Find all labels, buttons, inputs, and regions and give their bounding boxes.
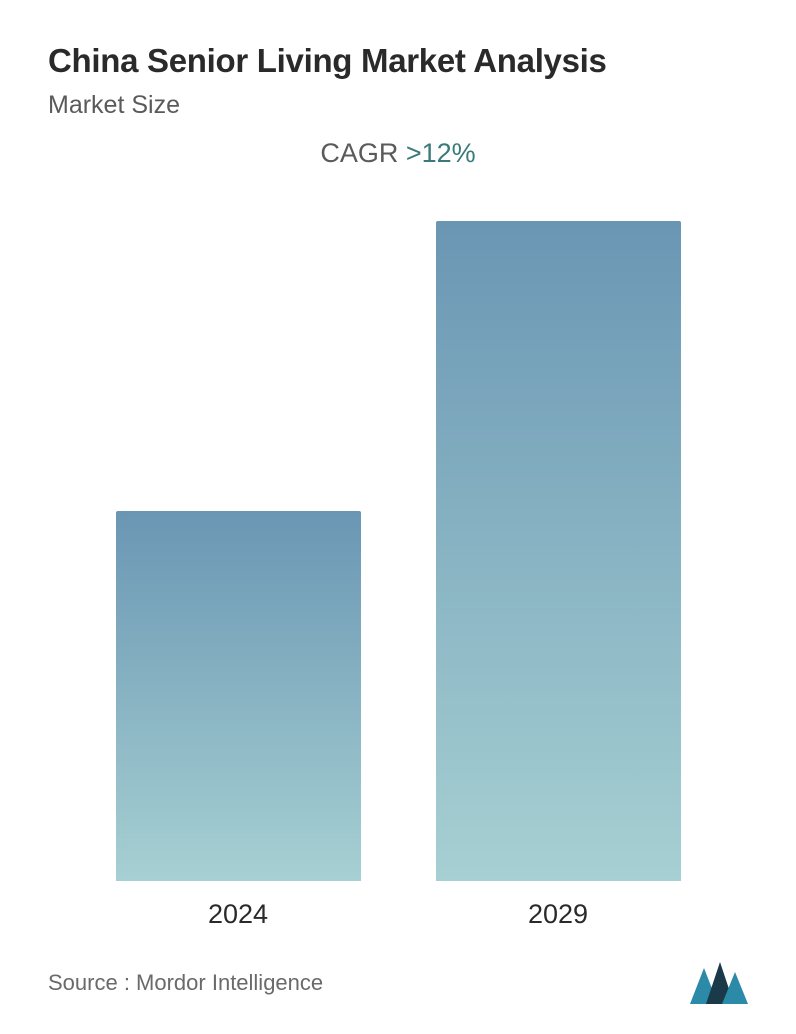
cagr-annotation: CAGR >12% (48, 138, 748, 169)
bar-slot-1 (436, 221, 681, 881)
xlabel-1: 2029 (436, 899, 681, 930)
bar-chart (48, 199, 748, 881)
cagr-label: CAGR (320, 138, 406, 168)
cagr-value: >12% (406, 138, 476, 168)
bar-slot-0 (116, 511, 361, 881)
x-axis-labels: 2024 2029 (48, 881, 748, 930)
mordor-logo-icon (690, 962, 748, 1004)
xlabel-0: 2024 (116, 899, 361, 930)
chart-footer: Source : Mordor Intelligence (48, 958, 748, 1004)
chart-container: China Senior Living Market Analysis Mark… (0, 0, 796, 1034)
bars-wrap (48, 199, 748, 881)
page-title: China Senior Living Market Analysis (48, 40, 748, 81)
source-attribution: Source : Mordor Intelligence (48, 970, 323, 996)
bar-2024 (116, 511, 361, 881)
bar-2029 (436, 221, 681, 881)
subtitle: Market Size (48, 91, 748, 120)
